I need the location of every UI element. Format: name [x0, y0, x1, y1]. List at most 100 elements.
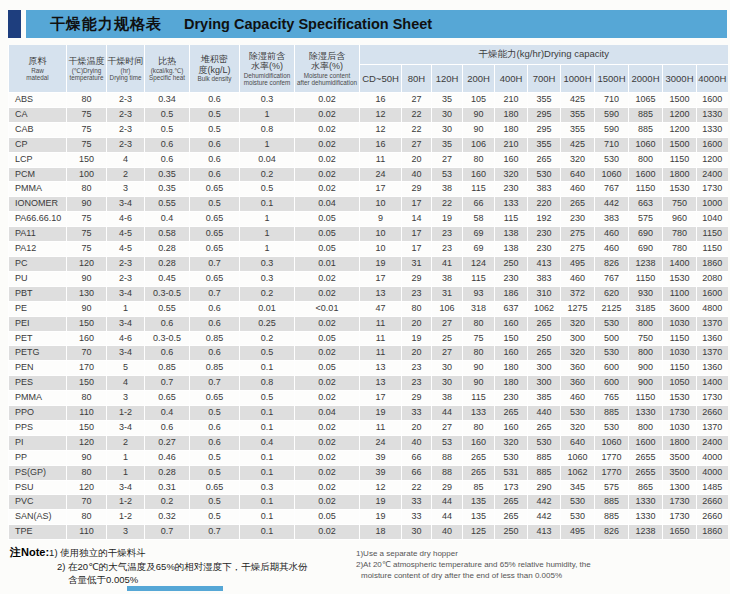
capacity-model-header: 4000H — [697, 65, 728, 93]
value-cell: 39 — [360, 450, 402, 465]
value-cell: 530 — [561, 406, 595, 421]
value-cell: 90 — [67, 450, 107, 465]
value-cell: 150 — [67, 316, 107, 331]
value-cell: 0.7 — [145, 376, 190, 391]
value-cell: 640 — [561, 167, 595, 182]
value-cell: 230 — [495, 391, 528, 406]
capacity-model-header: 2000H — [629, 65, 663, 93]
value-cell: 0.4 — [145, 406, 190, 421]
value-cell: 44 — [432, 510, 463, 525]
value-cell: 0.1 — [240, 197, 295, 212]
table-row: LCP15040.60.60.040.021120278016026532053… — [9, 152, 728, 167]
value-cell: 27 — [432, 420, 463, 435]
col-header-en-line: Raw — [9, 67, 66, 74]
value-cell: 1730 — [663, 510, 697, 525]
value-cell: 265 — [528, 316, 561, 331]
table-row: PA66.66.10754-60.40.6510.059141958115192… — [9, 212, 728, 227]
value-cell: 19 — [360, 495, 402, 510]
value-cell: 0.6 — [145, 316, 190, 331]
value-cell: 19 — [360, 510, 402, 525]
col-header-zh-line: 除湿前含 — [240, 51, 294, 62]
value-cell: 385 — [528, 391, 561, 406]
value-cell: 4-6 — [107, 212, 145, 227]
value-cell: 1370 — [697, 316, 728, 331]
capacity-model-header: 3000H — [663, 65, 697, 93]
value-cell: 30 — [402, 525, 432, 540]
value-cell: 1330 — [629, 495, 663, 510]
value-cell: 75 — [67, 242, 107, 257]
value-cell: 11 — [360, 152, 402, 167]
value-cell: 13 — [360, 376, 402, 391]
material-cell: PCM — [9, 167, 67, 182]
value-cell: 17 — [402, 242, 432, 257]
value-cell: 300 — [528, 361, 561, 376]
value-cell: 0.7 — [145, 525, 190, 540]
value-cell: 0.58 — [145, 227, 190, 242]
value-cell: 826 — [595, 525, 629, 540]
table-row: PES15040.70.70.80.0213233090180300360600… — [9, 376, 728, 391]
value-cell: 300 — [561, 331, 595, 346]
value-cell: 0.6 — [190, 167, 240, 182]
title-bar: 干燥能力规格表 Drying Capacity Specification Sh… — [8, 10, 727, 38]
value-cell: 800 — [629, 316, 663, 331]
value-cell: 2 — [107, 167, 145, 182]
capacity-model-header: 80H — [402, 65, 432, 93]
value-cell: 0.6 — [145, 420, 190, 435]
value-cell: 1065 — [629, 93, 663, 108]
table-row: ABS802-30.340.60.30.02162735105210355425… — [9, 93, 728, 108]
value-cell: 0.1 — [240, 420, 295, 435]
value-cell: 80 — [67, 465, 107, 480]
value-cell: 80 — [67, 391, 107, 406]
capacity-model-header: 1000H — [561, 65, 595, 93]
value-cell: 530 — [495, 450, 528, 465]
value-cell: 0.5 — [190, 107, 240, 122]
value-cell: 2-3 — [107, 122, 145, 137]
value-cell: 0.3 — [240, 93, 295, 108]
value-cell: 35 — [432, 93, 463, 108]
value-cell: 3 — [107, 391, 145, 406]
value-cell: 0.32 — [145, 510, 190, 525]
value-cell: 320 — [495, 435, 528, 450]
capacity-model-header: 120H — [432, 65, 463, 93]
value-cell: 885 — [629, 107, 663, 122]
value-cell: 0.1 — [240, 525, 295, 540]
value-cell: 35 — [432, 137, 463, 152]
value-cell: 138 — [495, 242, 528, 257]
value-cell: 133 — [495, 197, 528, 212]
value-cell: 10 — [360, 227, 402, 242]
value-cell: 1330 — [697, 107, 728, 122]
value-cell: 210 — [495, 137, 528, 152]
value-cell: 4000 — [697, 465, 728, 480]
value-cell: <0.01 — [295, 301, 360, 316]
note-en-line-1: 1)Use a separate dry hopper — [356, 548, 722, 559]
value-cell: 495 — [561, 525, 595, 540]
col-header-zh-line: 比热 — [145, 56, 189, 67]
value-cell: 23 — [432, 227, 463, 242]
value-cell: 318 — [463, 301, 495, 316]
value-cell: 230 — [495, 182, 528, 197]
value-cell: 4000 — [697, 450, 728, 465]
value-cell: 1 — [107, 301, 145, 316]
table-row: CAB752-30.50.50.80.021222309018029535559… — [9, 122, 728, 137]
value-cell: 590 — [595, 122, 629, 137]
material-cell: LCP — [9, 152, 67, 167]
value-cell: 47 — [360, 301, 402, 316]
value-cell: 0.6 — [190, 435, 240, 450]
value-cell: 1150 — [629, 391, 663, 406]
value-cell: 9 — [360, 212, 402, 227]
value-cell: 27 — [402, 93, 432, 108]
material-cell: CP — [9, 137, 67, 152]
value-cell: 0.02 — [295, 286, 360, 301]
value-cell: 413 — [528, 256, 561, 271]
value-cell: 0.2 — [240, 286, 295, 301]
col-header-zh-line: 水率(%) — [295, 61, 359, 72]
value-cell: 75 — [463, 331, 495, 346]
value-cell: 1730 — [663, 495, 697, 510]
value-cell: 40 — [402, 435, 432, 450]
value-cell: 1730 — [697, 391, 728, 406]
value-cell: 690 — [629, 242, 663, 257]
value-cell: 1 — [240, 212, 295, 227]
capacity-model-header: 200H — [463, 65, 495, 93]
value-cell: 0.3 — [240, 271, 295, 286]
value-cell: 0.05 — [295, 227, 360, 242]
